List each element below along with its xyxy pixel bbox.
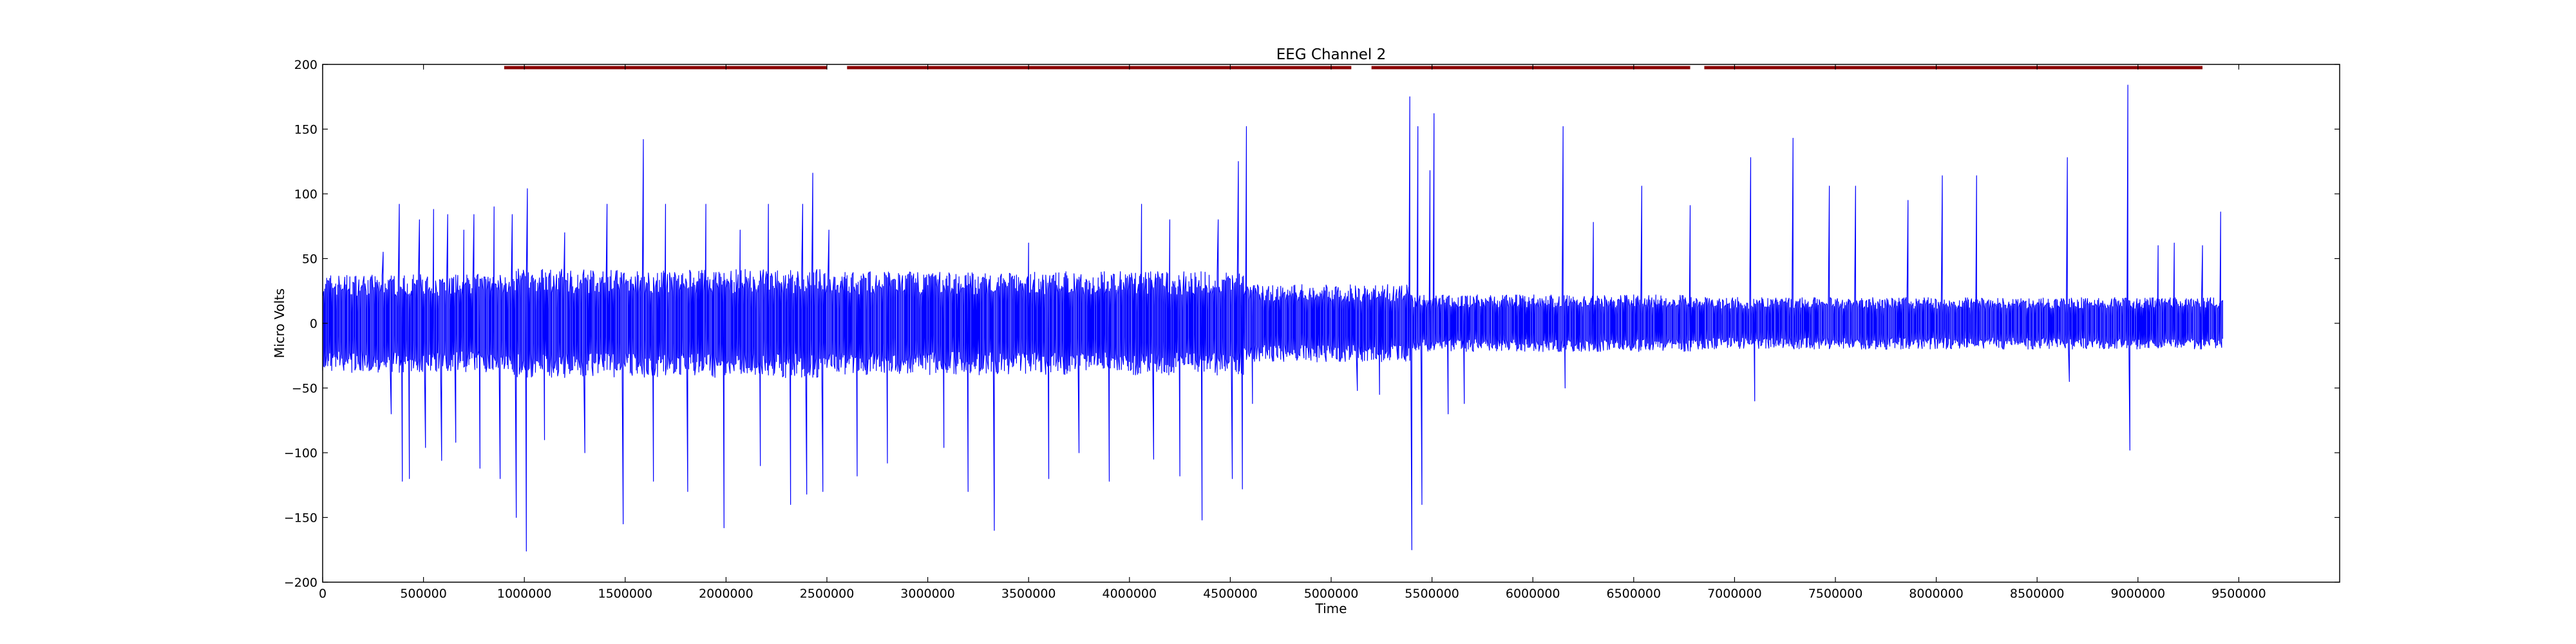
x-tick-label: 500000 bbox=[400, 587, 447, 601]
x-tick-label: 8000000 bbox=[1909, 587, 1964, 601]
x-tick-label: 1500000 bbox=[598, 587, 652, 601]
x-tick-label: 2000000 bbox=[699, 587, 753, 601]
x-tick-label: 2500000 bbox=[800, 587, 855, 601]
x-tick-label: 3500000 bbox=[1001, 587, 1056, 601]
y-tick-label: 200 bbox=[294, 58, 317, 72]
y-axis-ticks: −200 −150 −100 −50 0 50 100 150 200 bbox=[284, 58, 2340, 590]
x-tick-label: 8500000 bbox=[2010, 587, 2065, 601]
y-tick-label: −50 bbox=[292, 382, 317, 396]
x-tick-label: 1000000 bbox=[497, 587, 552, 601]
x-tick-label: 4000000 bbox=[1102, 587, 1157, 601]
y-axis-title: Micro Volts bbox=[272, 289, 287, 358]
x-tick-label: 3000000 bbox=[900, 587, 955, 601]
x-tick-label: 7500000 bbox=[1808, 587, 1863, 601]
data-layer bbox=[322, 84, 2223, 552]
y-tick-label: 100 bbox=[294, 187, 317, 202]
x-axis-ticks: 0 500000 1000000 1500000 2000000 2500000 30000… bbox=[319, 64, 2266, 601]
y-tick-label: 150 bbox=[294, 123, 317, 137]
x-tick-label: 6000000 bbox=[1506, 587, 1560, 601]
y-tick-label: −150 bbox=[284, 511, 317, 526]
y-tick-label: 50 bbox=[302, 252, 317, 267]
y-tick-label: 0 bbox=[310, 317, 317, 331]
x-tick-label: 9000000 bbox=[2110, 587, 2165, 601]
x-tick-label: 6500000 bbox=[1606, 587, 1661, 601]
x-tick-label: 5500000 bbox=[1405, 587, 1459, 601]
x-tick-label: 9500000 bbox=[2211, 587, 2266, 601]
x-tick-label: 0 bbox=[319, 587, 327, 601]
x-tick-label: 7000000 bbox=[1707, 587, 1762, 601]
y-tick-label: −200 bbox=[284, 576, 317, 590]
x-tick-label: 4500000 bbox=[1203, 587, 1258, 601]
eeg-signal-line bbox=[322, 84, 2223, 552]
y-tick-label: −100 bbox=[284, 446, 317, 460]
chart-title: EEG Channel 2 bbox=[1276, 46, 1387, 63]
x-tick-label: 5000000 bbox=[1304, 587, 1359, 601]
x-axis-title: Time bbox=[1315, 601, 1347, 616]
